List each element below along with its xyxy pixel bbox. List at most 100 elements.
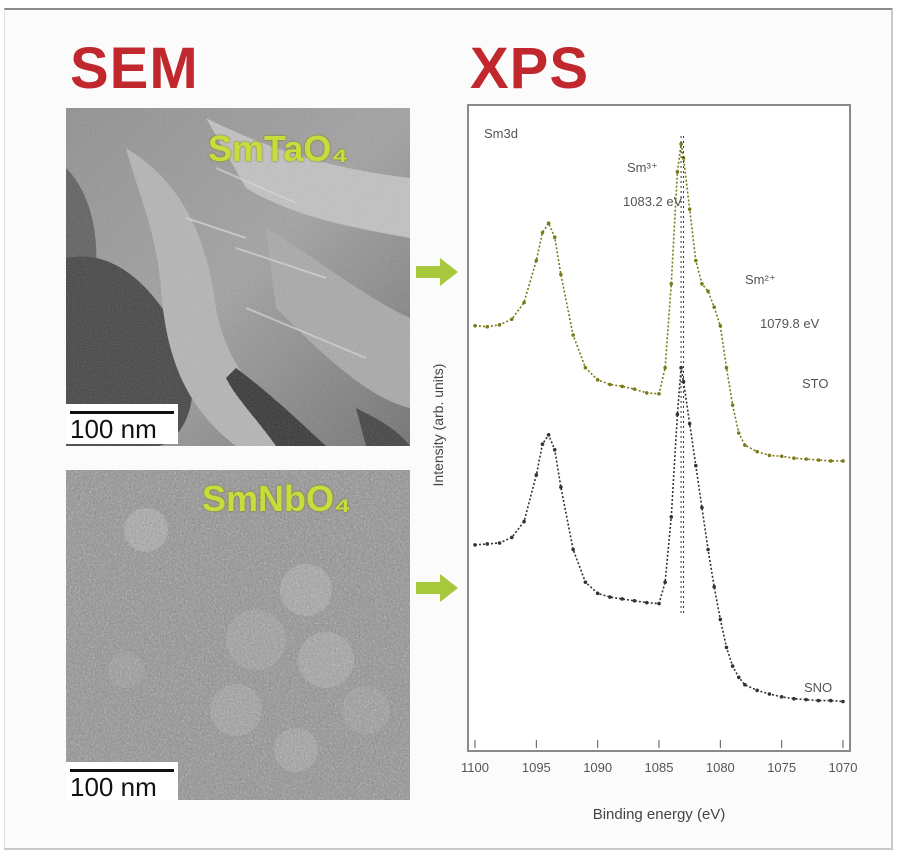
scale-bar-2 bbox=[70, 769, 174, 772]
spectrum-point-sto bbox=[743, 443, 747, 447]
spectrum-point-sto bbox=[779, 454, 784, 459]
spectrum-point-sno bbox=[779, 695, 784, 699]
spectrum-point-sno bbox=[583, 580, 588, 584]
spectrum-point-sto bbox=[473, 323, 477, 328]
spectrum-point-sto bbox=[679, 142, 683, 146]
spectrum-point-sno bbox=[724, 645, 729, 650]
spectrum-point-sto bbox=[828, 459, 833, 463]
spectrum-line-sto bbox=[474, 143, 843, 462]
spectrum-point-sno bbox=[841, 699, 845, 704]
series-label-sto: STO bbox=[802, 376, 829, 391]
spectrum-point-sno bbox=[632, 599, 637, 603]
spectrum-point-sno bbox=[828, 698, 833, 703]
x-tick-label: 1075 bbox=[767, 760, 797, 775]
x-tick-label: 1095 bbox=[521, 760, 551, 775]
spectrum-point-sno bbox=[571, 547, 575, 552]
spectrum-point-sto bbox=[718, 323, 723, 328]
x-tick-label: 1100 bbox=[461, 760, 489, 775]
scale-text-1: 100 nm bbox=[70, 414, 157, 444]
x-tick-label: 1070 bbox=[828, 760, 858, 775]
sem-image-smnbo4 bbox=[66, 470, 410, 800]
spectrum-point-sno bbox=[730, 664, 735, 668]
spectrum-point-sno bbox=[663, 580, 667, 584]
spectrum-point-sno bbox=[473, 543, 477, 547]
sample-label-smnbo4: SmNbO₄ bbox=[202, 478, 352, 519]
arrow-right-icon bbox=[416, 258, 458, 286]
x-tick-label: 1080 bbox=[705, 760, 735, 775]
spectrum-point-sno bbox=[700, 505, 704, 510]
spectrum-point-sno bbox=[620, 597, 624, 601]
annotation-sm2-energy: 1079.8 eV bbox=[760, 316, 820, 331]
spectrum-point-sno bbox=[540, 442, 545, 446]
series-label-sno: SNO bbox=[804, 680, 833, 695]
spectrum-point-sto bbox=[730, 403, 735, 407]
spectrum-point-sno bbox=[657, 601, 661, 606]
spectrum-point-sto bbox=[620, 384, 624, 389]
sample-label-smtao4: SmTaO₄ bbox=[208, 128, 349, 169]
spectrum-point-sto bbox=[644, 391, 649, 395]
spectrum-point-sto bbox=[632, 387, 637, 391]
spectrum-point-sto bbox=[497, 323, 502, 327]
spectrum-point-sto bbox=[571, 333, 575, 337]
spectrum-point-sno bbox=[804, 697, 808, 702]
spectrum-point-sto bbox=[841, 459, 845, 463]
x-tick-label: 1090 bbox=[583, 760, 613, 775]
spectrum-point-sto bbox=[792, 456, 796, 460]
spectrum-point-sno bbox=[485, 542, 490, 546]
spectrum-point-sto bbox=[712, 305, 716, 309]
spectrum-point-sto bbox=[694, 258, 698, 263]
scale-bar-box-2 bbox=[66, 762, 178, 800]
spectrum-point-sno bbox=[736, 675, 741, 680]
spectrum-point-sto bbox=[663, 365, 667, 370]
x-axis-label: Binding energy (eV) bbox=[592, 806, 726, 823]
spectrum-point-sto bbox=[608, 382, 612, 387]
spectrum-point-sto bbox=[657, 392, 661, 396]
spectrum-point-sto bbox=[736, 431, 741, 435]
chart-title: Sm3d bbox=[484, 126, 518, 141]
arrow-right-icon bbox=[416, 574, 458, 602]
spectrum-point-sno bbox=[675, 412, 680, 417]
spectrum-point-sno bbox=[687, 421, 692, 426]
spectrum-line-sno bbox=[474, 367, 844, 703]
spectrum-point-sno bbox=[718, 617, 723, 622]
spectrum-point-sto bbox=[755, 449, 759, 454]
spectrum-point-sto bbox=[767, 453, 772, 458]
spectrum-point-sto bbox=[595, 378, 600, 382]
spectrum-point-sno bbox=[706, 547, 710, 552]
spectrum-point-sto bbox=[510, 317, 514, 322]
xps-spectrum-svg bbox=[473, 136, 845, 748]
spectrum-point-sto bbox=[552, 235, 557, 240]
spectrum-point-sno bbox=[743, 682, 747, 687]
spectrum-point-sto bbox=[485, 324, 490, 329]
spectrum-point-sto bbox=[816, 458, 821, 462]
spectrum-point-sto bbox=[540, 230, 545, 235]
spectrum-point-sno bbox=[534, 473, 539, 477]
spectrum-point-sto bbox=[546, 221, 551, 226]
x-tick-label: 1085 bbox=[644, 760, 674, 775]
annotation-sm2-plus: Sm²⁺ bbox=[745, 272, 776, 287]
spectrum-point-sno bbox=[694, 463, 698, 468]
spectrum-point-sto bbox=[700, 282, 704, 286]
spectrum-point-sno bbox=[767, 692, 772, 696]
annotation-sm3-energy: 1083.2 eV bbox=[623, 194, 683, 209]
spectrum-point-sto bbox=[583, 365, 588, 370]
scale-bar-box-1 bbox=[66, 404, 178, 444]
scale-text-2: 100 nm bbox=[70, 772, 157, 802]
sem-image-smtao4 bbox=[66, 108, 410, 446]
sem-texture-smtao4 bbox=[66, 108, 410, 446]
spectrum-point-sno bbox=[669, 515, 674, 519]
spectrum-point-sno bbox=[816, 698, 821, 703]
spectrum-point-sno bbox=[755, 688, 759, 693]
spectrum-point-sno bbox=[595, 591, 600, 596]
xps-plot-area bbox=[467, 104, 851, 752]
spectrum-point-sno bbox=[644, 600, 649, 605]
sem-heading: SEM bbox=[70, 36, 199, 101]
spectrum-point-sto bbox=[724, 365, 729, 370]
spectrum-point-sno bbox=[510, 535, 514, 540]
scale-bar-1 bbox=[70, 411, 174, 414]
spectrum-point-sto bbox=[534, 258, 539, 263]
spectrum-point-sto bbox=[675, 170, 680, 174]
spectrum-point-sno bbox=[552, 447, 557, 452]
spectrum-point-sno bbox=[522, 519, 526, 524]
spectrum-point-sto bbox=[669, 282, 674, 286]
